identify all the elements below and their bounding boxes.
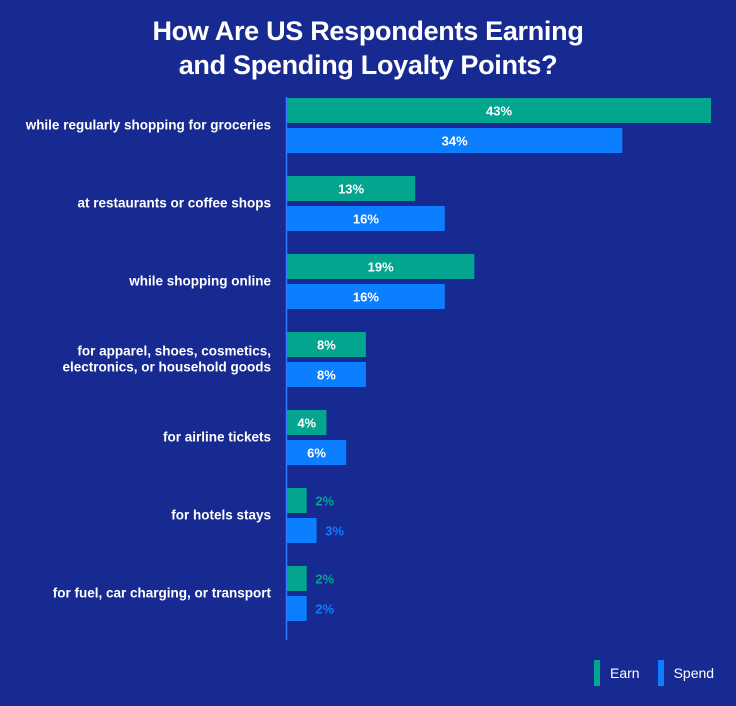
bar-spend xyxy=(287,518,317,543)
bar-spend xyxy=(287,596,307,621)
legend-label-spend: Spend xyxy=(673,665,715,681)
bar-spend xyxy=(287,206,445,231)
legend-swatch-spend xyxy=(657,660,664,686)
legend-label-earn: Earn xyxy=(610,665,640,681)
bar-earn xyxy=(287,332,366,357)
bar-earn xyxy=(287,566,307,591)
value-label-earn: 2% xyxy=(315,572,334,587)
category-label: for hotels stays xyxy=(171,508,271,523)
category-label: for apparel, shoes, cosmetics, electronic… xyxy=(62,344,271,375)
bar-earn xyxy=(287,176,416,201)
chart-title-line-2: and Spending Loyalty Points? xyxy=(178,50,558,80)
bar-spend xyxy=(287,362,366,387)
bar-earn xyxy=(287,254,475,279)
value-label-earn: 13% xyxy=(338,182,364,197)
value-label-spend: 16% xyxy=(353,212,379,227)
category-label: for fuel, car charging, or transport xyxy=(53,586,272,601)
category-label: while shopping online xyxy=(128,274,271,289)
chart-title-line-1: How Are US Respondents Earning xyxy=(152,16,584,46)
bar-spend xyxy=(287,284,445,309)
bar-spend xyxy=(287,128,623,153)
value-label-earn: 8% xyxy=(317,338,336,353)
value-label-spend: 34% xyxy=(442,134,468,149)
value-label-spend: 2% xyxy=(315,602,334,617)
category-label: while regularly shopping for groceries xyxy=(25,118,271,133)
value-label-spend: 3% xyxy=(325,524,344,539)
value-label-spend: 16% xyxy=(353,290,379,305)
value-label-earn: 19% xyxy=(368,260,394,275)
value-label-earn: 2% xyxy=(315,494,334,509)
value-label-earn: 4% xyxy=(297,416,316,431)
category-label: at restaurants or coffee shops xyxy=(77,196,271,211)
legend-item-spend: Spend xyxy=(657,660,715,686)
legend: Earn Spend xyxy=(594,660,714,686)
legend-item-earn: Earn xyxy=(594,660,640,686)
chart-title: How Are US Respondents Earning and Spend… xyxy=(0,14,736,82)
bar-spend xyxy=(287,440,347,465)
legend-swatch-earn xyxy=(594,660,600,686)
value-label-earn: 43% xyxy=(486,104,512,119)
value-label-spend: 8% xyxy=(317,368,336,383)
value-label-spend: 6% xyxy=(307,446,326,461)
bar-earn xyxy=(287,488,307,513)
category-label: for airline tickets xyxy=(163,430,271,445)
bar-earn xyxy=(287,98,711,123)
bar-earn xyxy=(287,410,327,435)
